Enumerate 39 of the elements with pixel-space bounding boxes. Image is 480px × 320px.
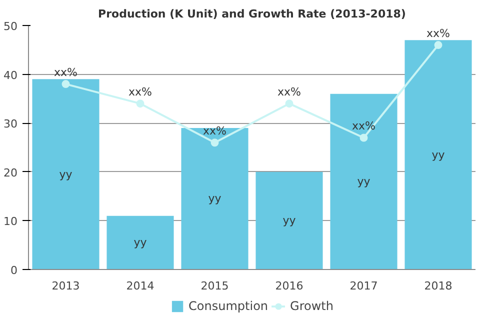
bar — [32, 79, 100, 270]
point — [434, 41, 442, 50]
data-label: xx% — [278, 86, 301, 99]
data-label: xx% — [426, 27, 450, 40]
legend-label: Growth — [290, 299, 334, 313]
x-tick-label: 2017 — [350, 280, 378, 292]
bar — [181, 128, 248, 270]
data-label: xx% — [352, 120, 376, 133]
data-label: yy — [134, 236, 148, 250]
y-tick-label: 10 — [4, 215, 18, 228]
legend-label: Consumption — [188, 299, 268, 313]
data-label: yy — [282, 214, 296, 228]
y-tick-label: 40 — [4, 68, 18, 82]
y-tick-label: 50 — [4, 20, 18, 33]
bar — [256, 172, 323, 270]
bar — [106, 216, 174, 270]
point — [285, 100, 294, 108]
x-tick-label: 2015 — [200, 280, 229, 292]
y-tick-label: 20 — [4, 166, 18, 180]
y-tick-label: 0 — [10, 264, 18, 277]
bar — [404, 40, 472, 270]
data-label: xx% — [128, 86, 152, 99]
bar — [330, 94, 398, 270]
x-tick-label: 2014 — [126, 280, 154, 292]
data-label: yy — [59, 168, 73, 181]
data-label: yy — [432, 148, 446, 162]
y-tick-label: 30 — [4, 118, 18, 131]
data-label: yy — [208, 192, 222, 206]
x-tick-label: 2016 — [275, 280, 304, 292]
point — [136, 100, 144, 108]
point — [360, 134, 368, 142]
point — [62, 80, 70, 88]
x-tick-label: 2018 — [424, 280, 452, 292]
chart-title: Production (K Unit) and Growth Rate (2013-2018) — [98, 8, 406, 20]
data-label: xx% — [203, 124, 226, 138]
x-tick-label: 2013 — [52, 280, 80, 292]
data-label: yy — [357, 175, 371, 188]
data-label: xx% — [54, 66, 78, 80]
point — [210, 138, 219, 147]
